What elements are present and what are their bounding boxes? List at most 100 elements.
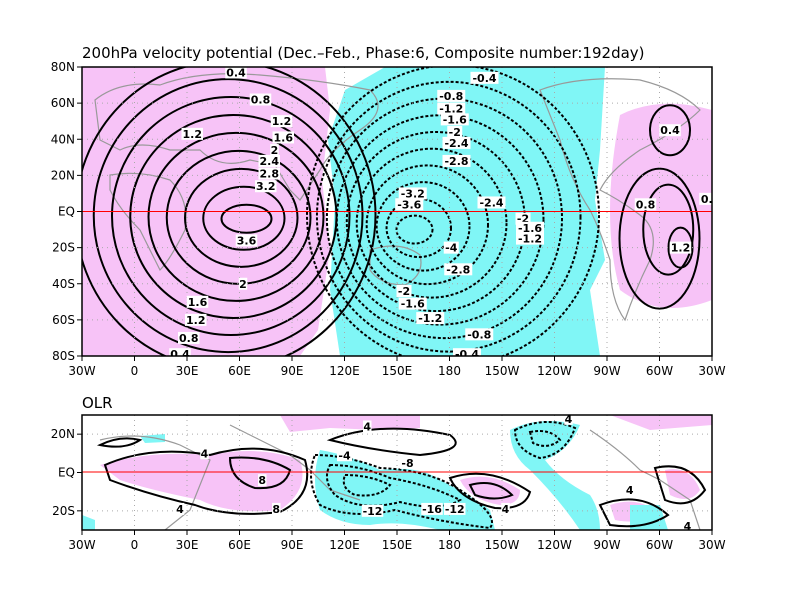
contour-label: -4 [338, 449, 351, 462]
bottom-axis-ticks: 30W 0 30E 60E 90E 120E 150E 180 150W 120W 90W 60W 30… [51, 427, 726, 552]
contour-label: -0.4 [472, 72, 496, 85]
y-tick-label: EQ [58, 205, 75, 219]
contour-label: -1.2 [518, 233, 542, 246]
contour-positive [111, 96, 351, 337]
contour-label: 0.8 [179, 332, 199, 345]
contour-label-bg [421, 502, 443, 515]
contour-label-bg [249, 93, 272, 106]
contour-label: -1.6 [443, 113, 467, 126]
y-tick-label: EQ [58, 466, 75, 480]
contour-label: 3.2 [256, 180, 276, 193]
contour-label-bg [444, 263, 473, 276]
x-tick-label: 90W [593, 364, 620, 378]
contour-label: -1.6 [518, 222, 542, 235]
top-panel: 0.40.81.21.21.622.42.83.23.621.61.20.80.… [82, 67, 713, 361]
contour-label: 4 [502, 503, 510, 516]
contour-negative [355, 147, 508, 299]
contour-label: -2.8 [444, 155, 468, 168]
x-tick-label: 60W [646, 364, 673, 378]
contour-positive [220, 203, 273, 234]
contour-label: 1.2 [671, 242, 691, 255]
contour-label: 0. [701, 193, 713, 206]
contour-label-bg [400, 456, 415, 469]
x-tick-label: 30W [698, 538, 725, 552]
contour-label: 0.4 [170, 348, 190, 361]
olr-contours [96, 420, 707, 530]
contour-label: -2 [449, 126, 461, 139]
x-tick-label: 30W [68, 538, 95, 552]
contour-label: -8 [401, 457, 413, 470]
contour-label: -12 [445, 503, 465, 516]
contour-label: 4 [684, 520, 692, 533]
contour-label: 1.6 [274, 131, 294, 144]
contour-label: -2.4 [444, 137, 468, 150]
contour-label-bg [659, 124, 681, 137]
x-tick-label: 30W [68, 364, 95, 378]
contour-label-bg [515, 212, 531, 225]
contour-label-bg [516, 221, 544, 234]
contour-label-bg [337, 449, 352, 462]
contour-label-bg [437, 89, 466, 102]
contour-label-bg [516, 232, 544, 245]
y-tick-label: 80S [52, 349, 75, 363]
contour-label-bg [477, 196, 506, 209]
contour-label-bg [625, 483, 634, 496]
contour-label-bg [443, 241, 459, 254]
top-panel-title: 200hPa velocity potential (Dec.–Feb., Ph… [82, 44, 645, 62]
x-tick-label: 0 [131, 538, 139, 552]
y-tick-label: 20S [52, 241, 75, 255]
contour-negative [395, 214, 434, 245]
contour-label-bg [272, 502, 281, 515]
contour-label: 0.8 [251, 94, 271, 107]
contour-negative [385, 197, 452, 259]
contour-label-bg [181, 127, 203, 140]
contour-label-bg [361, 504, 384, 517]
contour-label-bg [465, 328, 494, 341]
contour-label-bg [398, 297, 427, 310]
contour-label: 3.6 [237, 234, 257, 247]
x-tick-label: 30E [176, 538, 199, 552]
contour-label: 4 [565, 413, 573, 426]
contour-negative [306, 67, 600, 356]
contour-label-bg [272, 131, 294, 144]
contour-negative [365, 164, 490, 286]
bottom-panel-title: OLR [82, 394, 113, 412]
contour-negative [315, 80, 582, 353]
contour-label-bg [258, 154, 280, 167]
x-tick-label: 150E [382, 538, 413, 552]
contour-label: -1.6 [401, 298, 425, 311]
y-tick-label: 40S [52, 277, 75, 291]
y-tick-label: 80N [51, 60, 75, 74]
contour-label-bg [699, 192, 712, 205]
x-tick-label: 150E [382, 364, 413, 378]
top-axis-ticks: 30W 0 30E 60E 90E 120E 150E 180 150W 120W 90W 60W 30… [51, 60, 726, 378]
contour-label-bg [395, 198, 424, 211]
contour-label-bg [363, 420, 372, 433]
contour-label: -3.2 [401, 187, 425, 200]
contour-positive [129, 113, 338, 319]
contour-positive [165, 149, 312, 285]
contour-label-bg [225, 67, 247, 79]
contour-label-bg [398, 187, 427, 200]
y-tick-label: 60N [51, 96, 75, 110]
contour-label: 2 [271, 144, 279, 157]
contour-label-bg [437, 102, 466, 115]
x-tick-label: 30W [698, 364, 725, 378]
x-tick-label: 180 [438, 364, 461, 378]
contour-label: -1.2 [439, 103, 463, 116]
contour-label: 2.4 [260, 155, 280, 168]
contour-label: -2 [398, 285, 410, 298]
contour-label-bg [634, 198, 657, 211]
contour-label-bg [442, 136, 471, 149]
contour-labels: 0.40.81.21.21.622.42.83.23.621.61.20.80.… [169, 67, 713, 361]
contour-label-bg [270, 115, 293, 128]
grid-lines [82, 67, 712, 356]
x-tick-label: 60E [228, 538, 251, 552]
contour-positive [618, 167, 701, 310]
contour-label-bg [255, 180, 277, 193]
contour-label-bg [470, 71, 499, 84]
x-tick-label: 30E [176, 364, 199, 378]
contour-positive [202, 185, 286, 251]
contour-label: 2 [239, 278, 247, 291]
x-tick-label: 120W [537, 364, 572, 378]
